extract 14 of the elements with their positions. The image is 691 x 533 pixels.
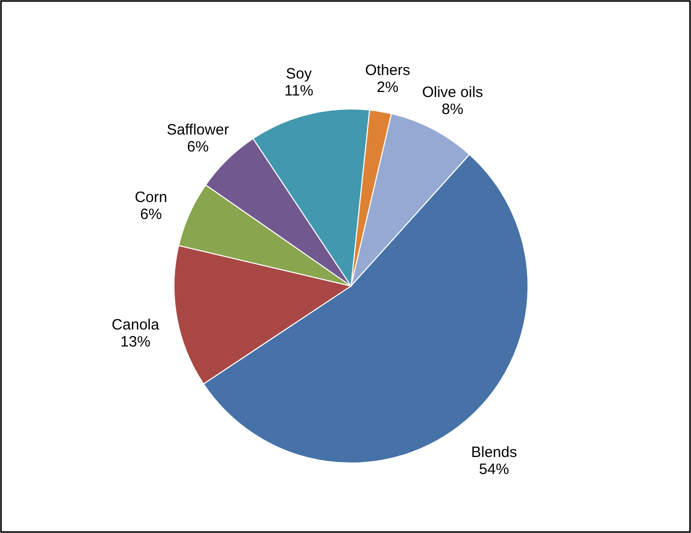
data-label: 6% [186, 138, 209, 156]
slice-label: Olive oils [422, 84, 483, 101]
slice-label: Safflower [166, 121, 229, 138]
slice-label: Blends [471, 444, 517, 461]
slice-label: Soy [286, 65, 312, 82]
slice-label: Canola [112, 316, 160, 334]
slice-label: Others [365, 62, 410, 80]
data-label: 2% [376, 79, 398, 96]
data-label: 11% [284, 82, 314, 100]
data-label: 6% [140, 206, 162, 223]
data-label: 8% [442, 100, 464, 118]
data-label: 13% [120, 334, 150, 351]
data-label: 54% [479, 460, 510, 478]
slice-label: Corn [134, 188, 168, 206]
